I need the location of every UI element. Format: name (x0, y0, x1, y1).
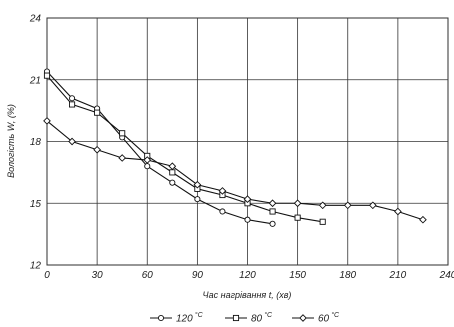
x-tick-label: 30 (92, 270, 104, 281)
legend-item: 80 °C (225, 311, 273, 325)
series-120 (43, 68, 276, 227)
data-point (93, 145, 101, 154)
x-tick-label: 0 (44, 270, 50, 281)
legend-label: 80 (251, 314, 263, 325)
data-point (294, 214, 301, 221)
y-tick-label: 24 (29, 14, 42, 25)
data-point (394, 207, 402, 216)
tick-labels: 0 30 60 90 120 150 180 210 240 12 15 18 21 24 (29, 14, 454, 282)
data-point (368, 201, 377, 210)
series-lines (43, 68, 427, 227)
series-60 (43, 117, 427, 224)
legend-unit: °C (331, 311, 340, 319)
series-80 (43, 72, 326, 225)
legend-marker (299, 314, 307, 322)
series-line (46, 71, 273, 225)
data-point (194, 196, 201, 203)
data-point (169, 179, 176, 186)
data-point (268, 199, 277, 208)
legend-label: 120 (176, 314, 193, 325)
data-point (43, 72, 51, 79)
data-point (244, 216, 251, 223)
data-point (169, 169, 176, 176)
series-line (46, 75, 323, 223)
legend-unit: °C (264, 311, 273, 319)
x-tick-label: 150 (289, 270, 306, 281)
data-point (94, 109, 101, 116)
y-axis-title: Вологість W, (%) (6, 104, 16, 178)
data-point (193, 180, 202, 189)
data-point (243, 195, 252, 203)
x-tick-label: 180 (339, 270, 356, 281)
data-point (69, 101, 76, 108)
data-point (218, 187, 227, 195)
legend-unit: °C (195, 311, 204, 319)
legend-label: 60 (318, 314, 330, 325)
data-point (293, 199, 302, 208)
legend-item: 120 °C (150, 311, 204, 325)
legend-marker (157, 314, 165, 322)
data-point (144, 163, 151, 170)
legend-marker (232, 314, 240, 322)
y-tick-label: 18 (30, 137, 42, 148)
data-point (269, 220, 276, 227)
data-point (143, 156, 152, 164)
x-tick-label: 120 (239, 270, 256, 281)
data-point (219, 208, 226, 215)
x-tick-label: 240 (439, 270, 454, 281)
grid (46, 17, 449, 266)
legend: 120 °C 80 °C 60 °C (150, 311, 340, 325)
data-point (119, 130, 126, 137)
legend-item: 60 °C (292, 311, 340, 325)
data-point (343, 201, 352, 210)
data-point (68, 137, 76, 146)
data-point (168, 162, 177, 171)
y-tick-label: 21 (29, 75, 41, 86)
x-tick-label: 90 (192, 270, 204, 281)
x-tick-label: 60 (142, 270, 154, 281)
y-tick-label: 12 (30, 261, 42, 272)
data-point (319, 218, 326, 225)
data-point (269, 208, 276, 215)
x-axis-title: Час нагрівання t, (хв) (203, 290, 292, 300)
data-point (419, 215, 427, 224)
data-point (69, 95, 76, 102)
x-tick-label: 210 (389, 270, 407, 281)
data-point (318, 201, 327, 210)
data-point (43, 117, 51, 125)
series-line (46, 120, 424, 221)
data-point (118, 154, 127, 162)
y-tick-label: 15 (30, 199, 42, 210)
